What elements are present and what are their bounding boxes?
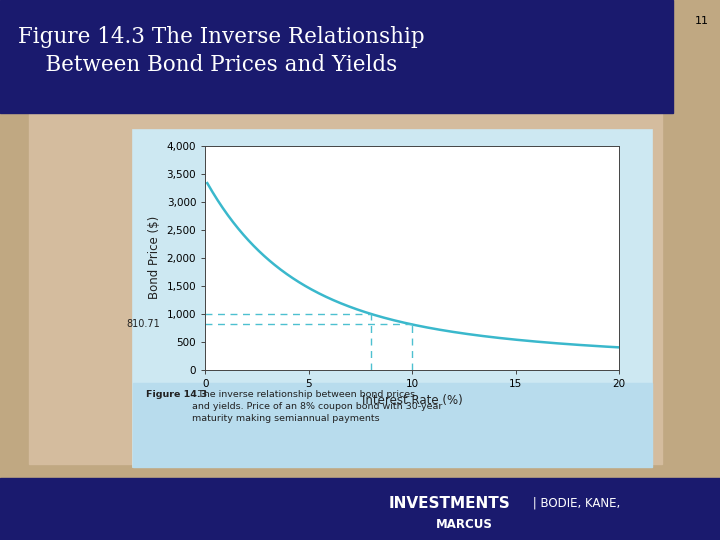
Text: 11: 11 [696, 16, 709, 26]
Text: Figure 14.3: Figure 14.3 [146, 390, 207, 399]
Text: | BODIE, KANE,: | BODIE, KANE, [529, 497, 621, 510]
Bar [133, 130, 652, 467]
Text: INVESTMENTS: INVESTMENTS [389, 496, 510, 511]
Text: MARCUS: MARCUS [436, 518, 492, 531]
Y-axis label: Bond Price ($): Bond Price ($) [148, 216, 161, 300]
Bar [0, 478, 720, 540]
Bar [0, 0, 673, 113]
Bar [29, 92, 662, 464]
X-axis label: Interest Rate (%): Interest Rate (%) [362, 395, 462, 408]
Text: Figure 14.3 The Inverse Relationship
    Between Bond Prices and Yields: Figure 14.3 The Inverse Relationship Bet… [18, 26, 425, 76]
Text: The inverse relationship between bond prices
and yields. Price of an 8% coupon b: The inverse relationship between bond pr… [192, 390, 442, 423]
Text: 810.71: 810.71 [126, 320, 160, 329]
Bar [133, 383, 652, 467]
